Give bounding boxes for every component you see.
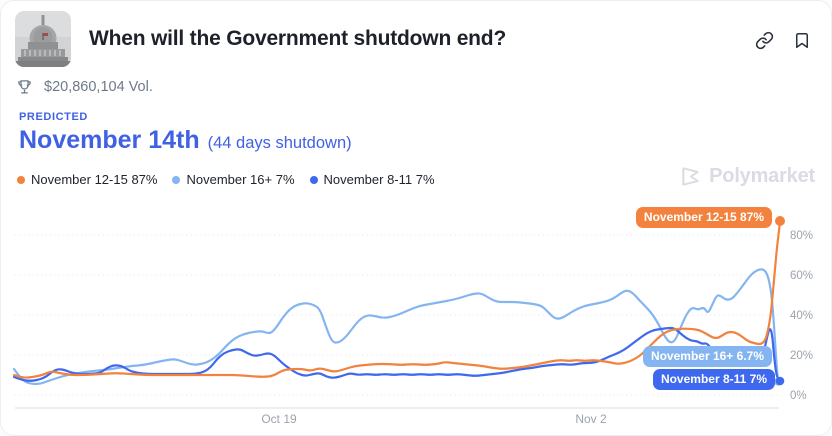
watermark-text: Polymarket	[709, 165, 815, 187]
series-badge-2: November 8-11 7%	[652, 369, 775, 391]
y-axis-label-40%: 40%	[790, 310, 813, 322]
x-axis-label: Nov 2	[575, 412, 607, 426]
series-line-november-12-15	[12, 219, 782, 379]
legend-item-1: November 16+ 7%	[172, 172, 295, 187]
predicted-note: (44 days shutdown)	[207, 134, 352, 152]
series-badge-0: November 12-15 87%	[635, 207, 772, 229]
copy-link-button[interactable]	[755, 31, 774, 50]
legend-dot-1	[172, 175, 181, 184]
legend-dot-2	[309, 175, 318, 184]
legend-item-2: November 8-11 7%	[309, 172, 435, 187]
chart-legend: November 12-15 87% November 16+ 7% Novem…	[17, 172, 435, 187]
bookmark-icon	[796, 33, 808, 48]
y-axis-label-60%: 60%	[790, 270, 813, 282]
x-axis-label: Oct 19	[261, 412, 297, 426]
link-icon	[755, 31, 774, 50]
predicted-value: November 14th	[19, 126, 200, 154]
series-end-dot-0	[775, 216, 785, 226]
bookmark-button[interactable]	[793, 31, 811, 50]
trophy-icon	[18, 80, 31, 94]
polymarket-logo-icon	[682, 167, 699, 186]
legend-item-0: November 12-15 87%	[17, 172, 157, 187]
series-line-november-16-	[12, 268, 780, 386]
series-badge-1: November 16+ 6.7%	[642, 346, 772, 368]
y-axis-label-20%: 20%	[790, 350, 813, 362]
series-end-dot-2	[775, 376, 785, 386]
page-title: When will the Government shutdown end?	[89, 27, 507, 50]
predicted-label: PREDICTED	[19, 111, 88, 123]
predicted-block: PREDICTED November 14th (44 days shutdow…	[19, 111, 352, 155]
y-axis-label-0%: 0%	[790, 390, 807, 402]
volume-text: $20,860,104 Vol.	[44, 78, 153, 95]
market-image	[15, 11, 71, 67]
legend-label-0: November 12-15 87%	[31, 172, 158, 187]
volume-row: $20,860,104 Vol.	[16, 78, 153, 95]
polymarket-watermark: Polymarket	[679, 165, 815, 188]
header-actions	[755, 31, 811, 50]
legend-label-1: November 16+ 7%	[186, 172, 295, 187]
chart-svg[interactable]: 0% 20% 40% 60% 80% Oct 19 Nov 2	[1, 191, 832, 436]
capitol-icon	[15, 11, 71, 67]
legend-dot-0	[17, 175, 25, 184]
legend-label-2: November 8-11 7%	[323, 172, 435, 187]
y-axis-label-80%: 80%	[790, 230, 813, 242]
